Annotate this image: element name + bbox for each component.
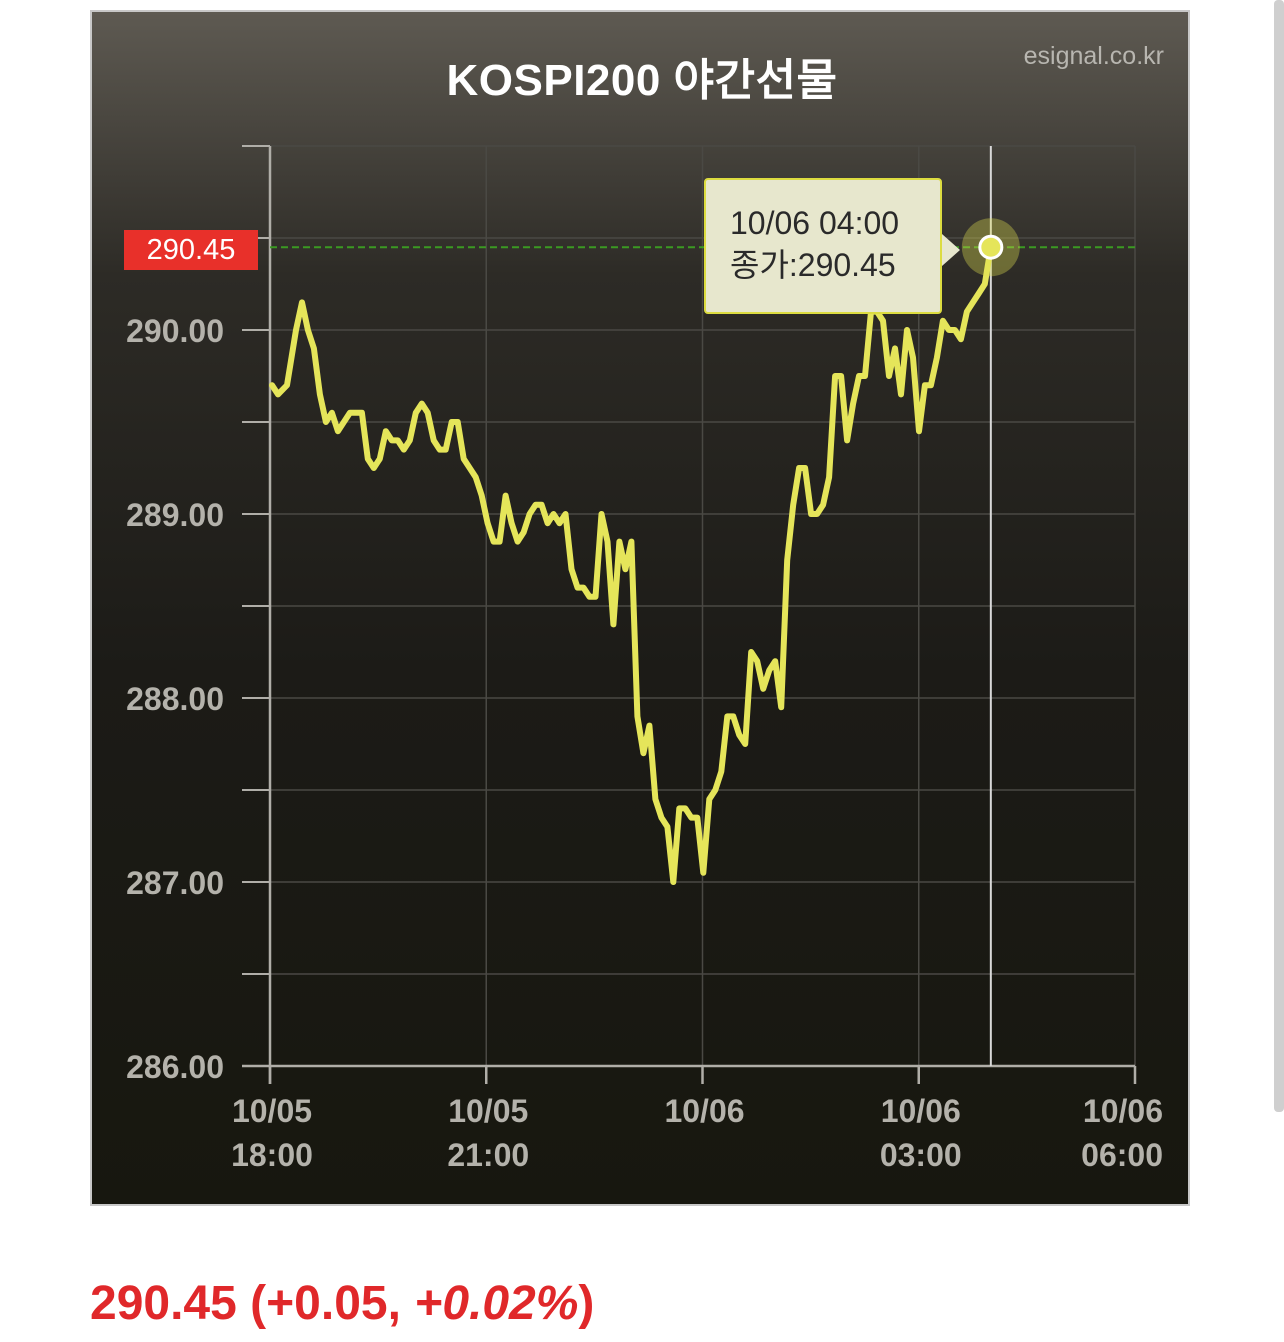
x-tick-label-date: 10/06 <box>881 1093 961 1129</box>
price-line <box>269 244 994 885</box>
tooltip-time: 10/06 04:00 <box>730 205 900 241</box>
tooltip-close-price: 종가:290.45 <box>730 247 896 283</box>
last-price-label: 290.45 <box>124 230 258 270</box>
x-tick-label-time: 21:00 <box>447 1137 529 1173</box>
tooltip-arrow <box>942 234 960 266</box>
y-tick-label: 288.00 <box>126 681 224 717</box>
summary-change: (+0.05, <box>250 1277 401 1330</box>
scrollbar[interactable] <box>1274 0 1284 1112</box>
x-tick-label-date: 10/06 <box>664 1093 744 1129</box>
chart-title: KOSPI200 야간선물 <box>446 56 838 105</box>
x-tick-label-date: 10/05 <box>448 1093 528 1129</box>
y-tick-label: 287.00 <box>126 865 224 901</box>
y-tick-label: 286.00 <box>126 1049 224 1085</box>
x-tick-label-date: 10/05 <box>232 1093 312 1129</box>
chart-svg: 290.00289.00288.00287.00286.0010/0518:00… <box>126 145 1163 1173</box>
summary-price: 290.45 <box>90 1277 237 1330</box>
hover-marker-point <box>978 234 1004 260</box>
y-tick-label: 289.00 <box>126 497 224 533</box>
x-tick-label-time: 06:00 <box>1081 1137 1163 1173</box>
x-tick-label-time: 18:00 <box>231 1137 313 1173</box>
tooltip: 10/06 04:00 종가:290.45 <box>704 178 942 314</box>
summary-close-paren: ) <box>578 1277 595 1330</box>
x-tick-label-time: 03:00 <box>880 1137 962 1173</box>
watermark: esignal.co.kr <box>1023 42 1164 70</box>
y-tick-label: 290.00 <box>126 313 224 349</box>
price-summary: 290.45 (+0.05, +0.02%) <box>90 1276 594 1331</box>
chart-panel: 290.00 289.00 288.00 287.00 286.00 10/05 18:00… <box>90 10 1190 1206</box>
x-tick-label-date: 10/06 <box>1083 1093 1163 1129</box>
summary-change-percent: +0.02% <box>414 1277 579 1330</box>
